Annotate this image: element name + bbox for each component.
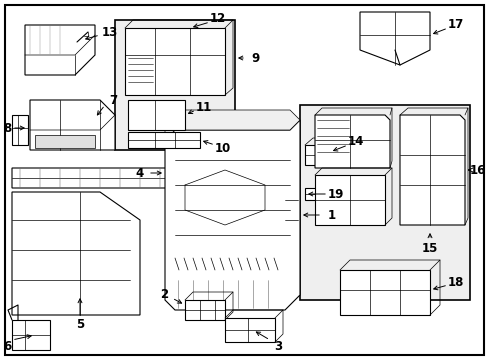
Polygon shape (314, 175, 384, 225)
Polygon shape (35, 135, 95, 148)
Text: 2: 2 (160, 288, 168, 301)
Circle shape (160, 105, 180, 125)
Polygon shape (305, 188, 321, 200)
Polygon shape (125, 28, 224, 95)
Text: 8: 8 (3, 122, 11, 135)
Polygon shape (184, 300, 224, 320)
Circle shape (160, 34, 176, 50)
Text: 6: 6 (3, 341, 11, 354)
Text: 10: 10 (214, 141, 231, 154)
Text: 13: 13 (102, 26, 118, 39)
Polygon shape (12, 320, 50, 350)
Polygon shape (164, 120, 299, 310)
Polygon shape (164, 110, 299, 140)
Text: 1: 1 (327, 208, 335, 221)
Text: 17: 17 (447, 18, 463, 31)
Text: 4: 4 (136, 166, 144, 180)
Polygon shape (128, 100, 184, 130)
Polygon shape (339, 270, 429, 315)
Polygon shape (305, 145, 329, 165)
Bar (299, 105, 469, 300)
Text: 16: 16 (469, 163, 485, 176)
Text: 9: 9 (250, 51, 259, 64)
Text: 14: 14 (347, 135, 364, 148)
Polygon shape (25, 25, 95, 75)
Polygon shape (12, 168, 200, 188)
Text: 11: 11 (196, 100, 212, 113)
Polygon shape (224, 318, 274, 342)
Polygon shape (30, 100, 115, 150)
Circle shape (197, 34, 213, 50)
Polygon shape (12, 115, 28, 145)
Polygon shape (12, 192, 140, 315)
Text: 3: 3 (273, 339, 282, 352)
Circle shape (131, 105, 151, 125)
Text: 15: 15 (421, 242, 437, 255)
Polygon shape (359, 12, 429, 65)
Text: 5: 5 (76, 319, 84, 332)
Polygon shape (314, 115, 389, 168)
Text: 18: 18 (447, 275, 463, 288)
Polygon shape (399, 115, 464, 225)
Text: 7: 7 (109, 94, 117, 107)
Text: 19: 19 (327, 188, 344, 201)
Polygon shape (128, 132, 200, 148)
Bar (115, 20, 235, 150)
Text: 12: 12 (209, 12, 225, 24)
